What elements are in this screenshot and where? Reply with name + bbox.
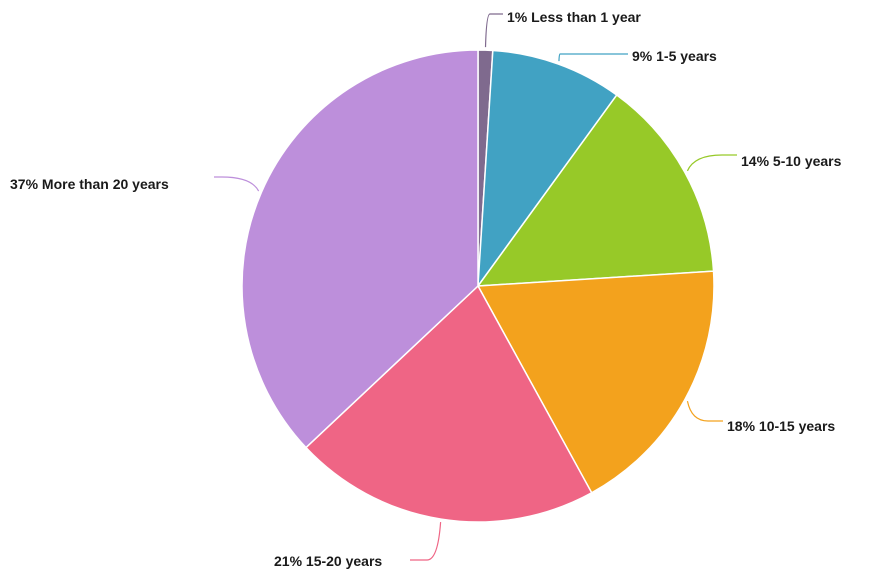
- slices-layer: [241, 49, 715, 523]
- pie-slice-6: [241, 49, 479, 449]
- leader-line-5: [410, 522, 442, 561]
- slice-label-5: 21% 15-20 years: [274, 553, 382, 569]
- leader-line-4: [686, 401, 723, 422]
- pie-slice-5: [304, 284, 593, 523]
- pie-slice-3: [476, 94, 715, 287]
- leaders-layer: [214, 13, 737, 561]
- labels-layer: 1% Less than 1 year 9% 1-5 years 14% 5-10 …: [10, 9, 842, 569]
- leader-line-2: [558, 53, 628, 62]
- slice-label-2: 9% 1-5 years: [632, 48, 717, 64]
- leader-line-3: [686, 154, 737, 172]
- leader-line-1: [484, 13, 503, 48]
- pie-slice-4: [476, 270, 715, 494]
- leader-line-6: [214, 176, 260, 192]
- slice-label-3: 14% 5-10 years: [741, 153, 842, 169]
- slice-label-1: 1% Less than 1 year: [507, 9, 641, 25]
- pie-slice-2: [477, 49, 618, 289]
- slice-label-4: 18% 10-15 years: [727, 418, 835, 434]
- slice-label-6: 37% More than 20 years: [10, 176, 169, 192]
